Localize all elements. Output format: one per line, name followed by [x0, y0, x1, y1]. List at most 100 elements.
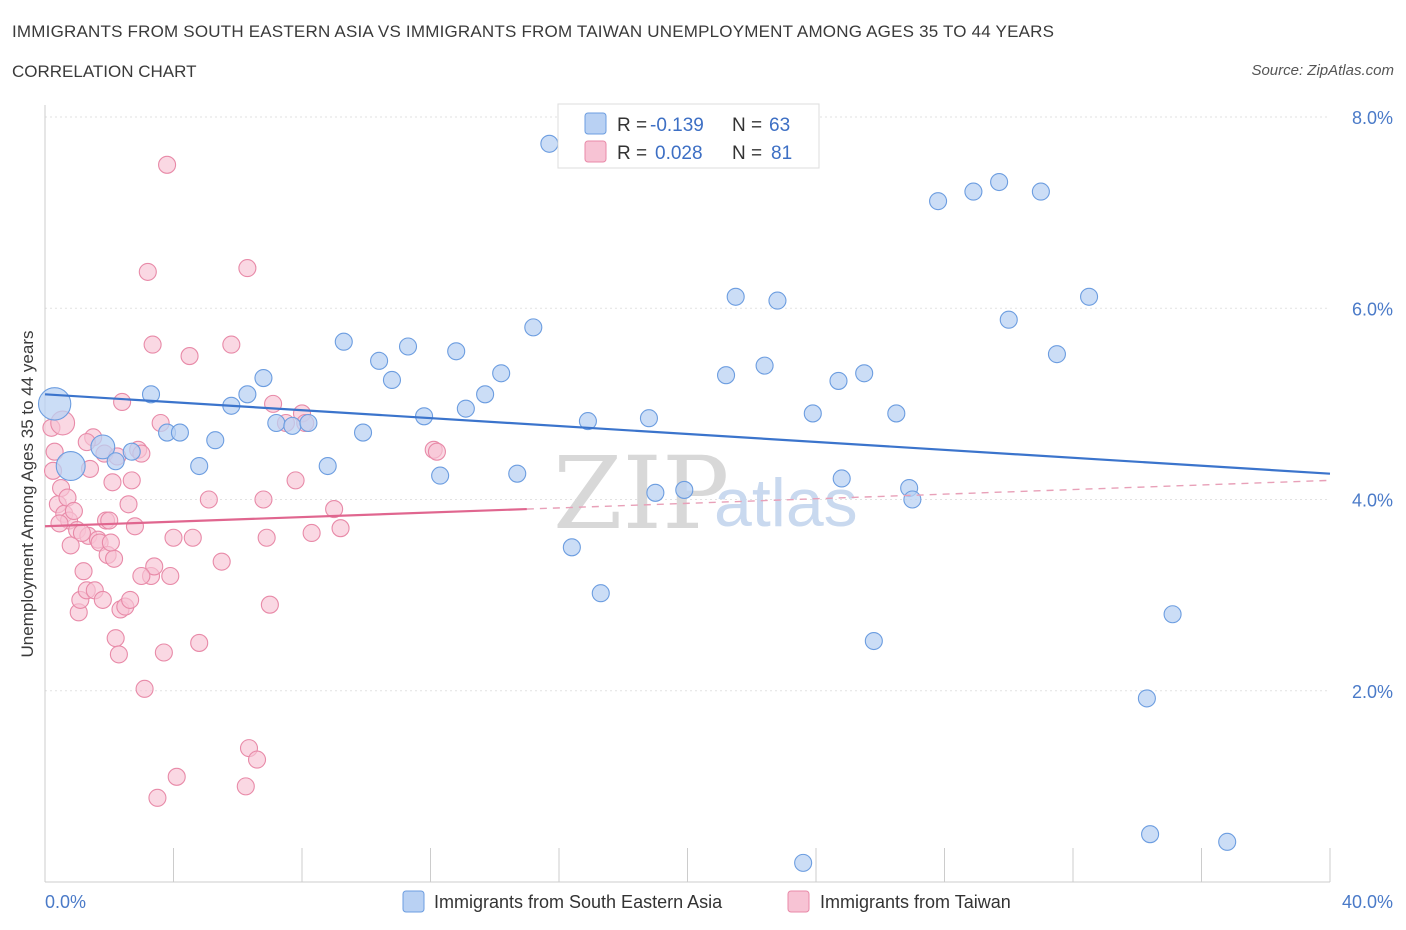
- taiwan-point-71: [331, 519, 350, 538]
- taiwan-point-53: [190, 633, 209, 652]
- sea-point-57: [1080, 287, 1099, 306]
- taiwan-point-60: [247, 750, 267, 769]
- y-tick-label-2: 6.0%: [1352, 299, 1393, 319]
- trend-line-sea: [44, 393, 1331, 475]
- sea-point-61: [1218, 832, 1237, 851]
- sea-point-8: [190, 456, 209, 476]
- sea-point-11: [238, 385, 257, 404]
- sea-point-53: [990, 172, 1009, 192]
- taiwan-point-54: [199, 490, 218, 509]
- sea-point-35: [639, 409, 659, 428]
- sea-point-56: [1047, 345, 1066, 364]
- sea-point-25: [456, 399, 475, 418]
- sea-point-38: [716, 366, 736, 385]
- series-taiwan-points: [42, 155, 446, 807]
- taiwan-point-9: [64, 501, 83, 521]
- sea-point-37: [675, 480, 694, 499]
- sea-point-55: [1031, 182, 1050, 201]
- sea-point-40: [755, 356, 774, 375]
- sea-point-59: [1141, 825, 1160, 844]
- sea-point-60: [1163, 605, 1182, 624]
- sea-point-20: [382, 370, 402, 390]
- taiwan-point-58: [236, 777, 255, 796]
- legend-n-label-taiwan: N =: [732, 143, 762, 164]
- sea-point-28: [508, 464, 527, 483]
- taiwan-point-55: [212, 552, 231, 571]
- taiwan-point-2: [45, 442, 64, 461]
- sea-point-14: [283, 416, 302, 435]
- chart-subtitle: CORRELATION CHART: [12, 62, 197, 81]
- bottom-legend-label-taiwan: Immigrants from Taiwan: [820, 892, 1011, 912]
- sea-point-1: [55, 451, 86, 482]
- taiwan-point-40: [138, 262, 157, 281]
- y-axis-label: Unemployment Among Ages 35 to 44 years: [18, 331, 37, 658]
- bottom-legend-label-sea: Immigrants from South Eastern Asia: [434, 892, 723, 912]
- sea-point-26: [476, 385, 495, 404]
- y-tick-label-1: 4.0%: [1352, 491, 1393, 511]
- legend-r-value-taiwan: 0.028: [655, 143, 703, 164]
- sea-point-17: [334, 332, 353, 351]
- taiwan-point-13: [74, 562, 93, 581]
- taiwan-point-31: [113, 392, 132, 412]
- taiwan-point-70: [325, 500, 344, 519]
- sea-point-47: [864, 631, 883, 651]
- legend-n-label-sea: N =: [732, 115, 762, 136]
- y-tick-labels: 2.0% 4.0% 6.0% 8.0%: [1352, 108, 1393, 702]
- sea-point-23: [431, 466, 450, 485]
- taiwan-point-69: [302, 523, 321, 543]
- taiwan-point-25: [100, 511, 119, 530]
- sea-point-2: [90, 434, 116, 460]
- sea-point-0: [37, 387, 72, 421]
- legend-r-label-taiwan: R =: [617, 143, 647, 164]
- sea-point-5: [141, 385, 161, 404]
- taiwan-point-8: [61, 536, 80, 555]
- sea-point-43: [803, 404, 822, 423]
- taiwan-point-62: [257, 528, 276, 547]
- legend-swatch-sea: [584, 112, 607, 135]
- taiwan-point-77: [50, 514, 69, 533]
- legend-n-value-sea: 63: [769, 115, 790, 136]
- taiwan-point-29: [109, 645, 128, 664]
- sea-point-16: [318, 456, 337, 476]
- sea-point-46: [855, 364, 874, 383]
- taiwan-point-21: [93, 590, 112, 609]
- taiwan-point-43: [145, 557, 164, 576]
- taiwan-point-26: [103, 473, 122, 492]
- correlation-legend: R = -0.139 N = 63 R = 0.028 N = 81: [557, 103, 820, 169]
- taiwan-point-49: [164, 528, 183, 547]
- x-tick-label-max: 40.0%: [1342, 892, 1393, 912]
- sea-point-18: [353, 423, 373, 442]
- sea-point-48: [887, 404, 906, 423]
- legend-swatch-taiwan: [584, 140, 607, 163]
- y-tick-label-3: 8.0%: [1352, 108, 1393, 128]
- sea-point-52: [964, 182, 983, 201]
- taiwan-point-44: [148, 788, 167, 807]
- sea-point-19: [370, 351, 389, 370]
- x-tick-label-min: 0.0%: [45, 892, 86, 912]
- sea-point-32: [578, 412, 597, 431]
- taiwan-point-66: [286, 471, 305, 490]
- sea-point-15: [299, 413, 318, 433]
- sea-point-42: [794, 853, 813, 872]
- sea-point-13: [267, 413, 286, 433]
- sea-point-33: [591, 584, 610, 603]
- sea-point-51: [929, 192, 948, 211]
- sea-point-7: [170, 423, 189, 442]
- taiwan-point-78: [72, 523, 91, 543]
- taiwan-point-52: [180, 347, 199, 366]
- bottom-legend-swatch-taiwan: [787, 890, 810, 913]
- sea-point-50: [903, 490, 922, 509]
- y-tick-label-0: 2.0%: [1352, 682, 1393, 702]
- taiwan-point-28: [106, 629, 125, 648]
- sea-point-44: [829, 371, 848, 390]
- sea-point-41: [768, 291, 787, 310]
- x-tick-marks: [44, 848, 1331, 882]
- sea-point-58: [1137, 689, 1156, 708]
- sea-point-31: [562, 538, 581, 557]
- taiwan-point-57: [238, 259, 257, 278]
- taiwan-point-61: [254, 490, 273, 509]
- taiwan-point-50: [167, 767, 186, 786]
- sea-point-9: [206, 431, 225, 450]
- taiwan-point-48: [161, 566, 180, 586]
